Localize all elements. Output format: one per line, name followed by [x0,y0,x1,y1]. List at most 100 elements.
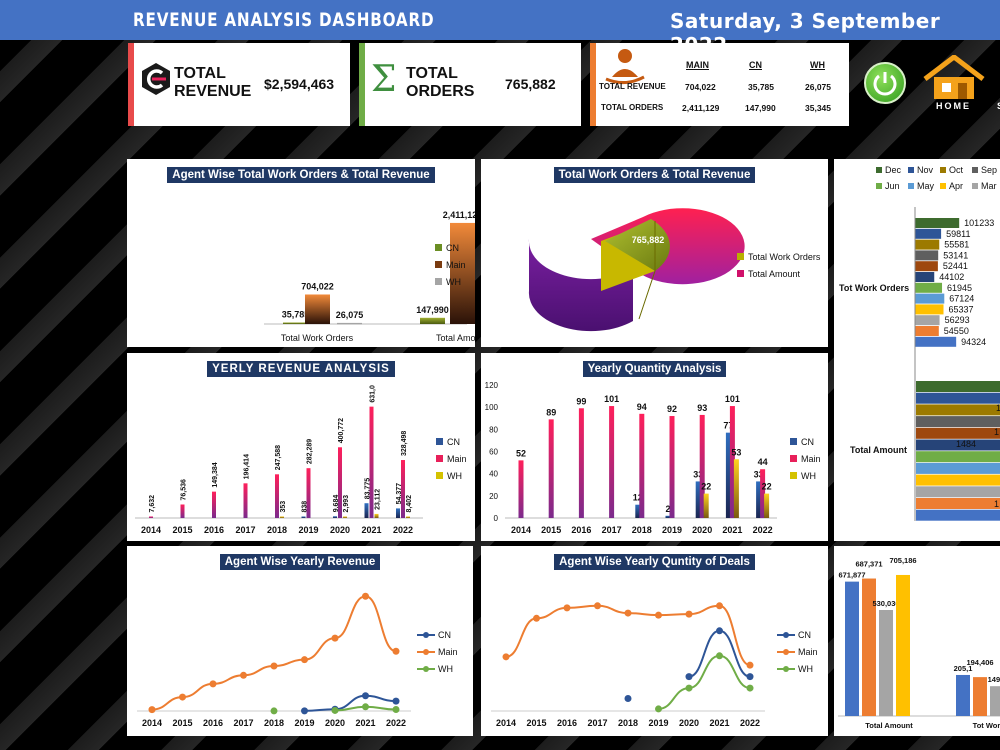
legend-label: May [917,181,935,191]
bar [896,574,910,716]
point-main [624,609,632,617]
bar-month [915,218,960,228]
legend-label: Mar [981,181,997,191]
row-label-orders: TOTAL ORDERS [601,103,664,112]
point-cn [392,697,400,705]
bar-month [915,261,938,272]
point-cn [685,673,693,681]
legend-cn: CN [777,626,818,643]
panel-agent-yearly-revenue: Agent Wise Yearly Revenue 2014 2015 2016 20… [127,546,473,736]
legend-swatch [940,167,946,173]
point-main [179,693,186,701]
bar [990,686,1000,716]
data-label: 56293 [945,315,970,325]
bar-wh [343,516,347,518]
bar-cn [695,481,701,518]
data-label: 671,877 [838,571,865,580]
point-main [362,592,369,600]
bar-main [669,416,675,518]
legend: CN Main WH [435,239,466,290]
bar-wh [733,459,739,518]
x-tick-label: 2020 [692,525,712,535]
data-label: 33 [693,469,703,479]
data-label: 52 [516,448,526,458]
power-button[interactable] [864,62,906,104]
date-label: Saturday, 3 September 2022 [670,9,941,57]
point-wh [746,684,754,692]
bar-main [305,294,330,324]
legend-swatch [876,183,882,189]
data-label: 61945 [947,283,972,293]
bar-month-amount [916,474,1000,486]
data-label: 26,075 [336,310,364,320]
kpi-accent-bar [128,43,134,126]
bar-main [450,222,475,324]
yearly-quantity-chart: 0 20 40 60 80 100 120 2014 52 2015 89 2016 99 2017 101… [485,381,777,535]
point-cn [716,627,723,635]
legend-cn: CN [417,626,458,643]
data-label: 101233 [964,218,994,228]
point-main [533,614,540,622]
bar-wh [703,493,709,518]
legend-wh: WH [435,273,466,290]
bottom-right-chart: 671,877 687,371 530,030 705,186 Total Amount… [838,556,1000,730]
pie-slice-work-orders [605,219,670,271]
bar [973,677,987,716]
legend-label: Jun [885,181,900,191]
bar-month-amount [916,462,1000,474]
legend-swatch [940,183,946,189]
x-tick-label: 2020 [330,525,350,535]
data-label: 65337 [949,304,974,314]
legend-swatch [908,167,914,173]
bar-cn [420,317,445,324]
x-tick-label: 2021 [709,718,729,728]
home-button[interactable]: HOME [922,55,992,115]
data-label: 247,588 [275,445,282,470]
x-tick-label: Total Amount [865,721,913,730]
bar-month [915,304,944,315]
x-tick-label: 2018 [632,525,652,535]
kpi-revenue-label: TOTAL REVENUE [174,65,252,100]
bar-main [518,460,524,518]
point-main [209,680,217,688]
row-label-revenue: TOTAL REVENUE [599,82,666,91]
sigma-icon: Σ [371,59,397,100]
x-tick-label: 2020 [325,718,345,728]
category-label: Total Amount [850,445,907,455]
x-tick-label: 2015 [526,718,546,728]
x-tick-label: 2018 [267,525,287,535]
data-label: 838 [302,501,309,513]
data-label: 99 [576,396,586,406]
bar-wh [764,493,770,518]
bar [956,674,970,716]
data-label: 83,775 [365,478,372,500]
x-tick-label: Total Amount [436,333,475,343]
chart-title: Yearly Quantity Analysis [582,361,727,377]
legend-label: Nov [917,165,934,175]
bar-main [699,414,705,518]
line-main [151,595,397,711]
y-tick-label: 60 [489,448,498,457]
bar-wh [374,513,379,518]
legend-swatch [972,167,978,173]
bar-month [915,250,939,261]
bar-month-amount [916,498,1000,509]
point-wh [362,703,369,711]
point-cn [746,673,754,681]
point-main [563,604,571,612]
bar-cn [301,516,306,518]
bar-main [578,408,584,518]
data-label: 23,112 [375,489,382,510]
bar-month-amount [916,392,1000,404]
x-tick-label: 2021 [361,525,381,535]
x-tick-label: Total Work Orders [281,333,354,343]
data-label: 704,022 [301,281,334,291]
data-label: 76,536 [181,479,188,501]
point-main [716,602,723,610]
point-cn [301,707,308,715]
bar-main [243,483,248,518]
legend-wh: WH [417,660,458,677]
bar [879,609,893,716]
kpi-revenue-value: $2,594,463 [264,76,335,92]
bar-month-amount [916,439,1000,451]
